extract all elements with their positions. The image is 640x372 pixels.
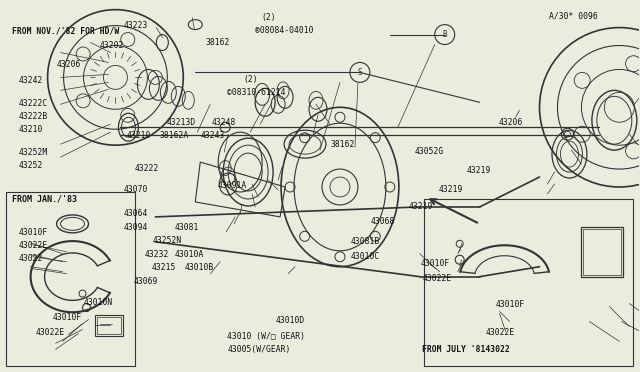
Text: 43010C: 43010C bbox=[351, 252, 380, 261]
Text: 43223: 43223 bbox=[124, 22, 148, 31]
Text: S: S bbox=[358, 68, 362, 77]
Text: 43064: 43064 bbox=[124, 209, 148, 218]
Bar bbox=[97, 317, 122, 334]
Bar bbox=[95, 314, 124, 336]
Text: 43070: 43070 bbox=[124, 185, 148, 194]
Text: 43206: 43206 bbox=[499, 118, 523, 127]
Text: 43219: 43219 bbox=[408, 202, 433, 211]
Text: 43210: 43210 bbox=[127, 131, 151, 141]
Text: 43215: 43215 bbox=[152, 263, 176, 272]
Text: (2): (2) bbox=[261, 13, 276, 22]
Text: ©08310-61214: ©08310-61214 bbox=[227, 88, 286, 97]
Text: 43081: 43081 bbox=[174, 223, 199, 232]
Text: 43010A: 43010A bbox=[174, 250, 204, 259]
Text: 43010B: 43010B bbox=[184, 263, 214, 272]
Text: 43010F: 43010F bbox=[421, 259, 450, 268]
Text: 43068: 43068 bbox=[371, 217, 396, 226]
Text: 43022E: 43022E bbox=[486, 328, 515, 337]
Bar bbox=[424, 199, 634, 366]
Text: 43252: 43252 bbox=[19, 161, 43, 170]
Text: 43222: 43222 bbox=[135, 164, 159, 173]
Text: 38162A: 38162A bbox=[159, 131, 188, 141]
Text: 43022E: 43022E bbox=[36, 328, 65, 337]
Text: 43252M: 43252M bbox=[19, 148, 48, 157]
Text: 43202: 43202 bbox=[100, 41, 124, 51]
Text: 38162: 38162 bbox=[330, 140, 355, 149]
Bar bbox=[584, 229, 621, 275]
Text: 43010F: 43010F bbox=[53, 313, 83, 322]
Text: 43222C: 43222C bbox=[19, 99, 48, 108]
Text: 43005(W/GEAR): 43005(W/GEAR) bbox=[227, 344, 291, 353]
Text: 43091A: 43091A bbox=[218, 182, 247, 190]
Text: 43210: 43210 bbox=[19, 125, 43, 134]
Text: 43081B: 43081B bbox=[351, 237, 380, 246]
Text: 43094: 43094 bbox=[124, 223, 148, 232]
Text: 43010D: 43010D bbox=[275, 316, 305, 325]
Bar bbox=[581, 227, 623, 277]
Text: 43222B: 43222B bbox=[19, 112, 48, 121]
Text: A/30* 0096: A/30* 0096 bbox=[548, 12, 597, 21]
Text: 43219: 43219 bbox=[467, 166, 492, 175]
Text: FROM JULY '8143022: FROM JULY '8143022 bbox=[422, 344, 510, 353]
Text: 43232: 43232 bbox=[145, 250, 170, 259]
Text: FROM JAN./'83: FROM JAN./'83 bbox=[12, 195, 77, 203]
Text: 43243: 43243 bbox=[200, 131, 225, 141]
Text: 43213D: 43213D bbox=[167, 119, 196, 128]
Text: FROM NOV./'82 FOR HD/W: FROM NOV./'82 FOR HD/W bbox=[12, 26, 120, 36]
Text: 43252N: 43252N bbox=[153, 236, 182, 246]
Text: 43022E: 43022E bbox=[19, 241, 48, 250]
Text: 43206: 43206 bbox=[57, 60, 81, 69]
Text: ®08084-04010: ®08084-04010 bbox=[255, 26, 314, 35]
Bar bbox=[6, 192, 136, 366]
Text: 43022E: 43022E bbox=[422, 274, 451, 283]
Text: 38162: 38162 bbox=[205, 38, 229, 47]
Text: 43069: 43069 bbox=[134, 277, 158, 286]
Text: B: B bbox=[442, 30, 447, 39]
Text: 43248: 43248 bbox=[211, 119, 236, 128]
Text: 43022: 43022 bbox=[19, 254, 43, 263]
Text: 43052G: 43052G bbox=[415, 147, 444, 156]
Text: 43010N: 43010N bbox=[84, 298, 113, 307]
Text: 43010F: 43010F bbox=[495, 300, 525, 309]
Text: 43010F: 43010F bbox=[19, 228, 48, 237]
Text: 43219: 43219 bbox=[439, 185, 463, 194]
Text: 43242: 43242 bbox=[19, 76, 43, 85]
Text: 43010 (W/□ GEAR): 43010 (W/□ GEAR) bbox=[227, 331, 305, 341]
Text: (2): (2) bbox=[243, 75, 258, 84]
